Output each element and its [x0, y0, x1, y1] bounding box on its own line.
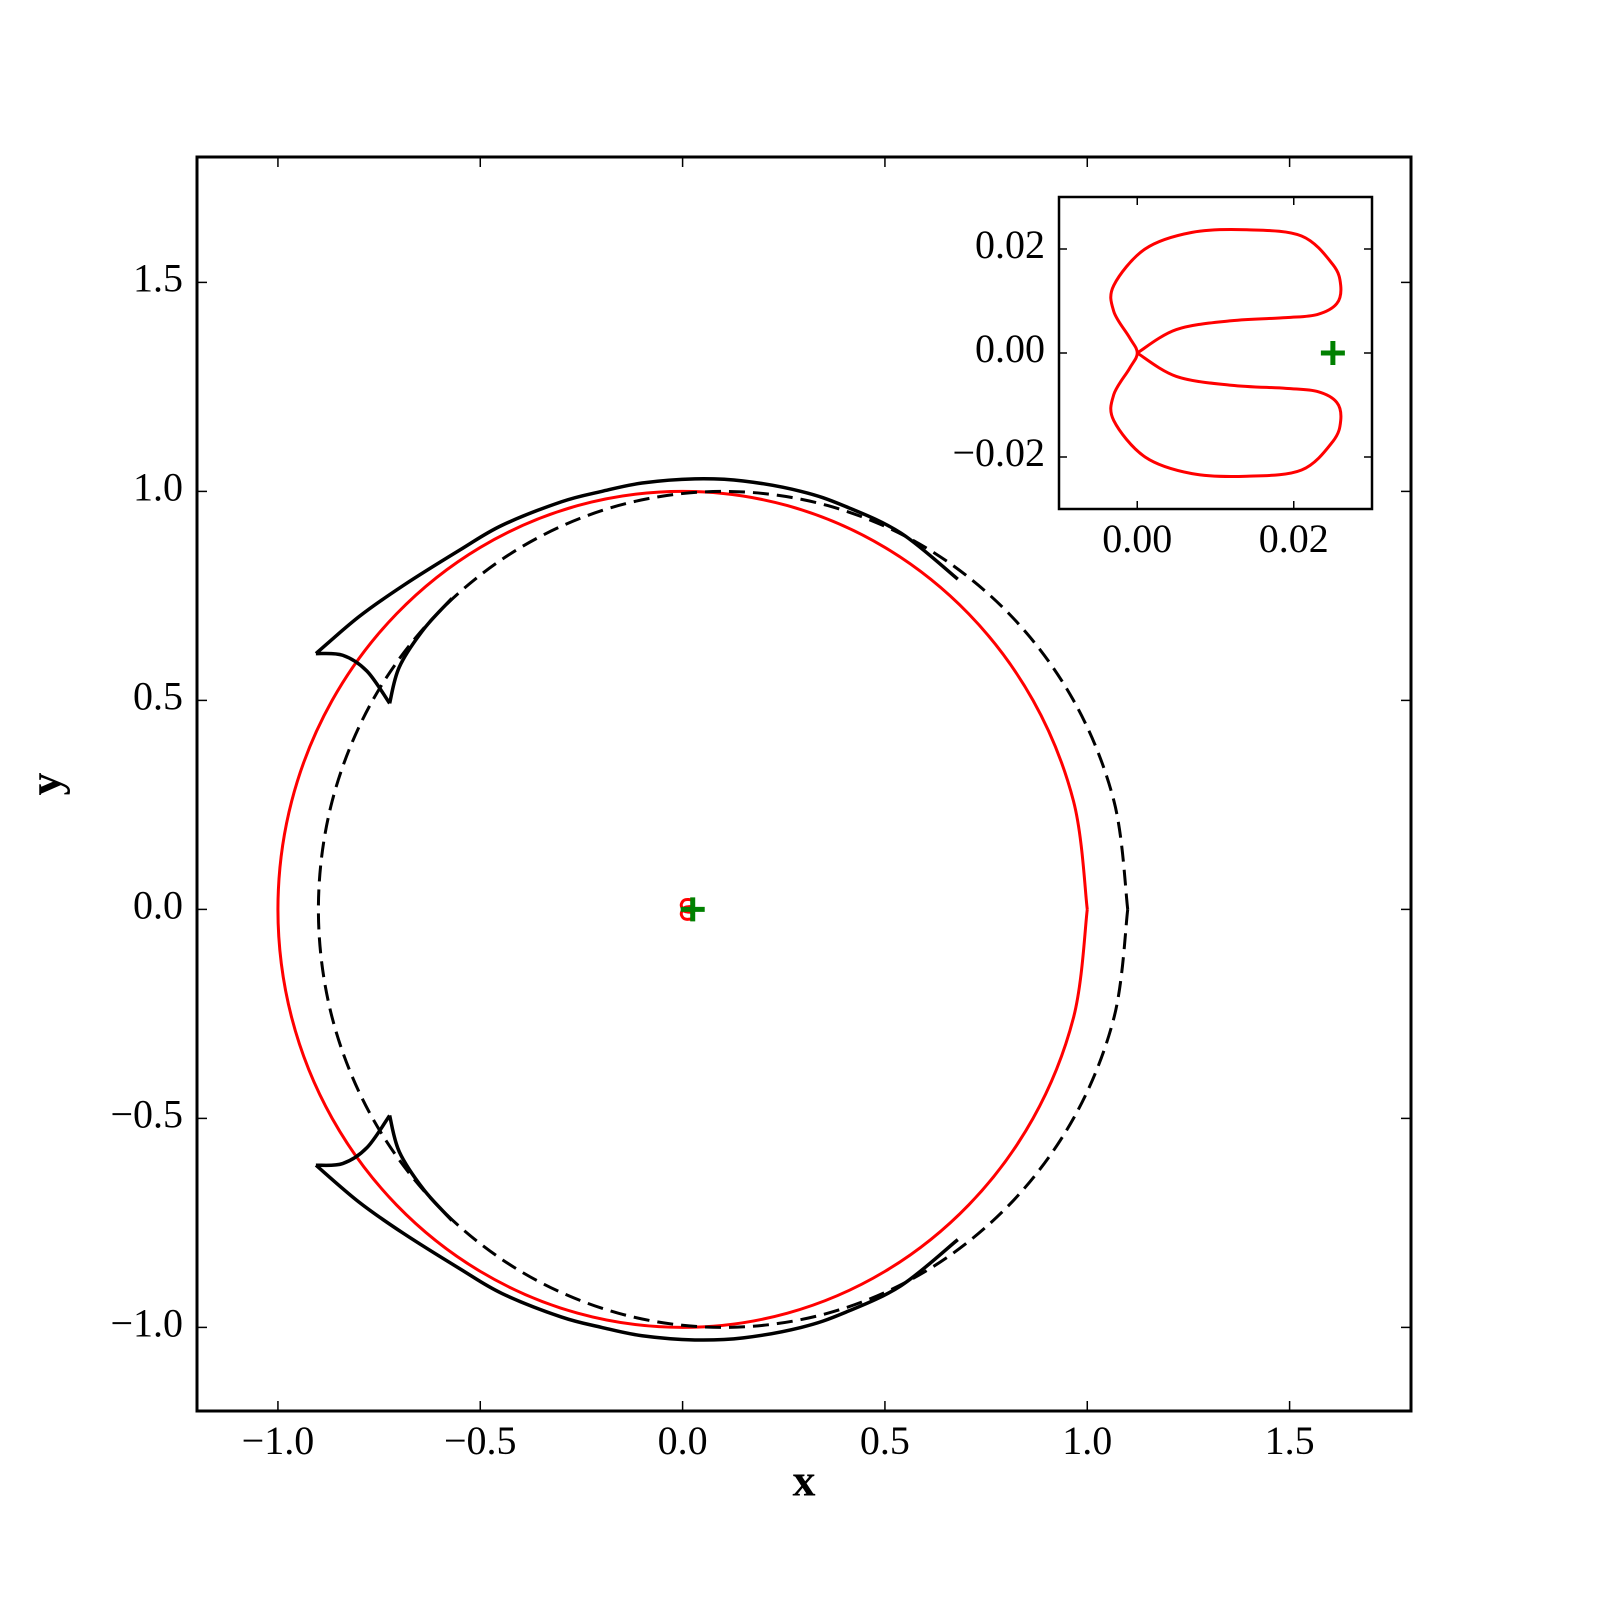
x-tick-label: 1.5 [1265, 1418, 1315, 1463]
marker [1320, 341, 1345, 365]
curve [276, 489, 1089, 1329]
x-tick-label: 0.5 [860, 1418, 910, 1463]
y-tick-label: 1.0 [133, 465, 183, 510]
curve [316, 489, 1130, 1329]
y-tick-label: 0.5 [133, 674, 183, 719]
y-tick-label: 0.0 [133, 883, 183, 928]
x-tick-label: 1.0 [1062, 1418, 1112, 1463]
x-tick-label: 0.00 [1102, 516, 1172, 561]
x-axis-label: x [793, 1455, 816, 1506]
y-tick-label: 0.02 [975, 222, 1045, 267]
marker [680, 897, 705, 922]
x-tick-label: 0.0 [658, 1418, 708, 1463]
y-tick-label: −0.02 [952, 430, 1045, 475]
x-tick-label: −0.5 [444, 1418, 517, 1463]
curve [314, 476, 959, 1342]
y-tick-label: 1.5 [133, 256, 183, 301]
y-tick-label: −0.5 [110, 1092, 183, 1137]
x-tick-label: −1.0 [242, 1418, 315, 1463]
y-axis-label: y [20, 773, 71, 796]
plot-layer [1109, 227, 1345, 479]
inset-axes: 0.00 0.02 −0.02 0.00 0.02 [952, 195, 1374, 561]
curve [1109, 227, 1343, 479]
x-tick-label: 0.02 [1259, 516, 1329, 561]
plot-layer [276, 476, 1130, 1342]
y-tick-label: −1.0 [110, 1301, 183, 1346]
axes-frame [195, 155, 1413, 1413]
y-tick-label: 0.00 [975, 326, 1045, 371]
